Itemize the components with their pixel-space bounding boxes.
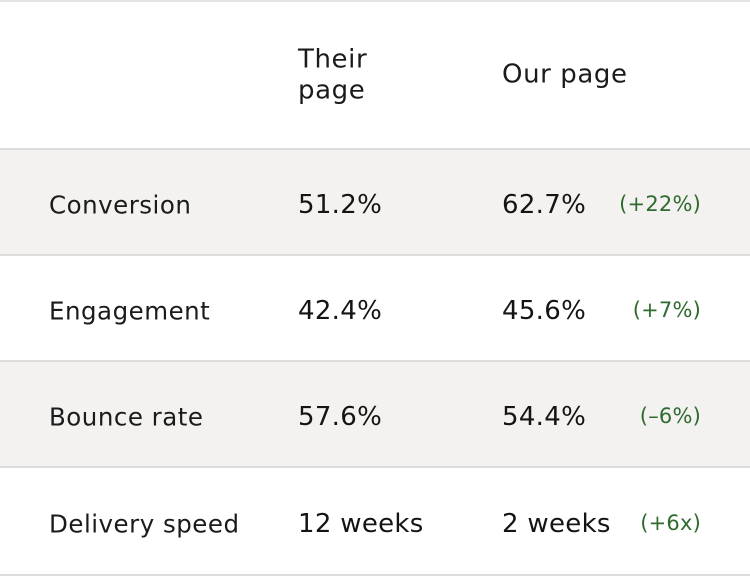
delta-value: (+22%) (619, 192, 701, 216)
delta-value: (+6x) (640, 511, 701, 535)
table-row-bounce-rate: Bounce rate 57.6% 54.4% (–6%) (0, 362, 750, 468)
table-row-engagement: Engagement 42.4% 45.6% (+7%) (0, 256, 750, 362)
delta-value: (–6%) (639, 404, 701, 428)
metric-label: Engagement (49, 296, 211, 326)
table-header-row: Their page Our page (0, 2, 750, 150)
delta-value: (+7%) (632, 298, 701, 322)
their-value: 12 weeks (298, 509, 424, 539)
their-value: 42.4% (298, 296, 383, 326)
our-value: 54.4% (502, 402, 587, 432)
their-value: 57.6% (298, 402, 383, 432)
header-their-page: Their page (298, 44, 368, 105)
table-row-conversion: Conversion 51.2% 62.7% (+22%) (0, 150, 750, 256)
our-value: 62.7% (502, 190, 587, 220)
their-value: 51.2% (298, 190, 383, 220)
table-row-delivery-speed: Delivery speed 12 weeks 2 weeks (+6x) (0, 468, 750, 576)
our-value: 45.6% (502, 296, 587, 326)
header-our-page: Our page (502, 59, 628, 90)
metric-label: Delivery speed (49, 509, 240, 539)
metric-label: Conversion (49, 190, 192, 220)
metric-label: Bounce rate (49, 402, 204, 432)
our-value: 2 weeks (502, 509, 611, 539)
